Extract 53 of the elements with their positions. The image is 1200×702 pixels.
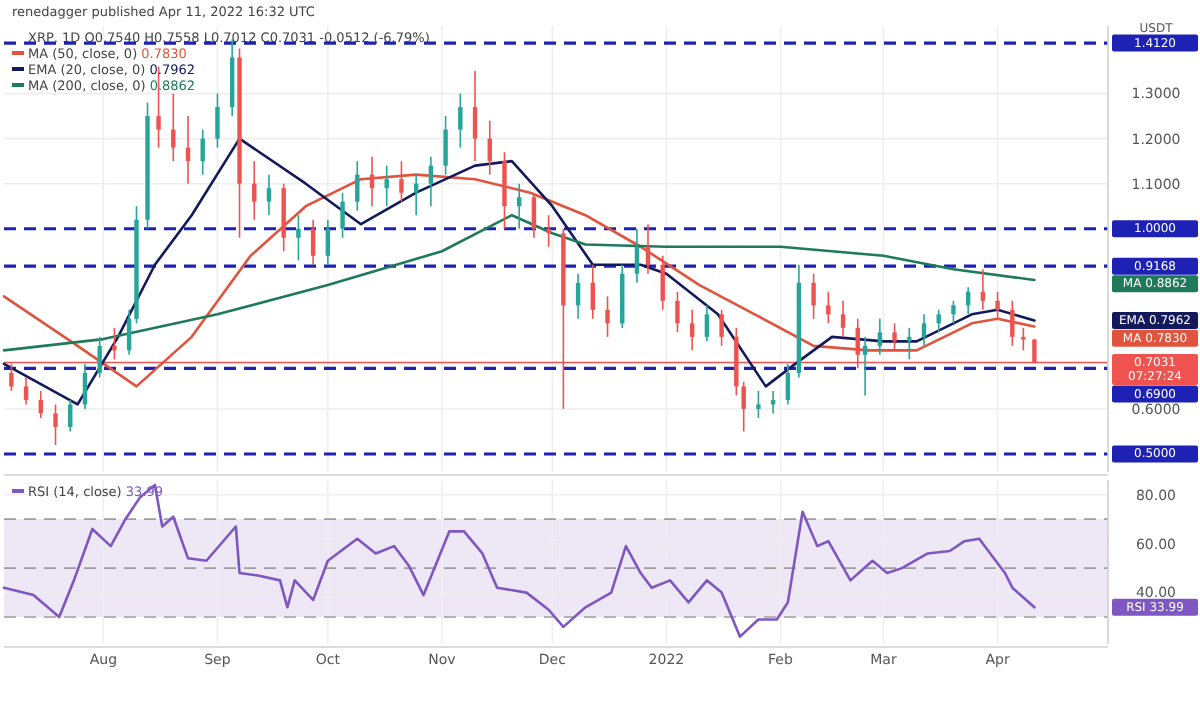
candlestick	[215, 92, 220, 149]
candlestick	[756, 390, 761, 419]
candlestick	[675, 291, 680, 334]
line-series	[2, 483, 1036, 638]
line-series	[2, 213, 1036, 352]
candlestick	[472, 70, 478, 162]
candlestick	[171, 92, 176, 162]
candlestick	[877, 318, 883, 356]
line-series	[2, 173, 1036, 388]
candlestick	[413, 173, 419, 217]
candlestick	[296, 214, 301, 262]
candlestick	[995, 291, 1000, 320]
candlestick	[862, 336, 868, 397]
candlestick	[384, 164, 389, 207]
candlestick	[97, 336, 102, 379]
candlestick	[634, 227, 640, 284]
candlestick	[660, 254, 665, 311]
candlestick	[266, 173, 272, 217]
candlestick	[811, 272, 816, 320]
candlestick	[980, 268, 986, 311]
candlestick	[310, 218, 316, 266]
candlestick	[704, 304, 710, 343]
line-series	[2, 137, 1036, 406]
candlestick	[531, 191, 537, 239]
candlestick	[951, 300, 956, 325]
candlestick	[1010, 300, 1015, 347]
candlestick	[325, 218, 331, 266]
candlestick	[340, 191, 345, 239]
candlestick	[840, 300, 846, 338]
candlestick	[921, 313, 927, 347]
candlestick	[399, 160, 404, 203]
candlestick	[502, 151, 507, 230]
candlestick	[53, 403, 58, 446]
candlestick	[443, 115, 448, 176]
candlestick	[741, 381, 746, 433]
candlestick	[892, 322, 897, 352]
candlestick	[590, 263, 596, 320]
candlestick	[355, 160, 360, 212]
candlestick	[516, 182, 522, 230]
candlestick	[23, 376, 29, 406]
candlestick	[719, 309, 724, 347]
candlestick	[605, 295, 610, 338]
candlestick	[458, 92, 463, 149]
candlestick	[826, 291, 831, 325]
candlestick	[68, 399, 73, 433]
candlestick	[689, 309, 695, 352]
candlestick	[546, 214, 551, 248]
candlestick	[428, 155, 434, 207]
candlestick	[785, 363, 791, 406]
candlestick	[936, 309, 941, 334]
candlestick	[252, 160, 257, 221]
candlestick	[645, 223, 651, 275]
candlestick	[1021, 327, 1026, 352]
